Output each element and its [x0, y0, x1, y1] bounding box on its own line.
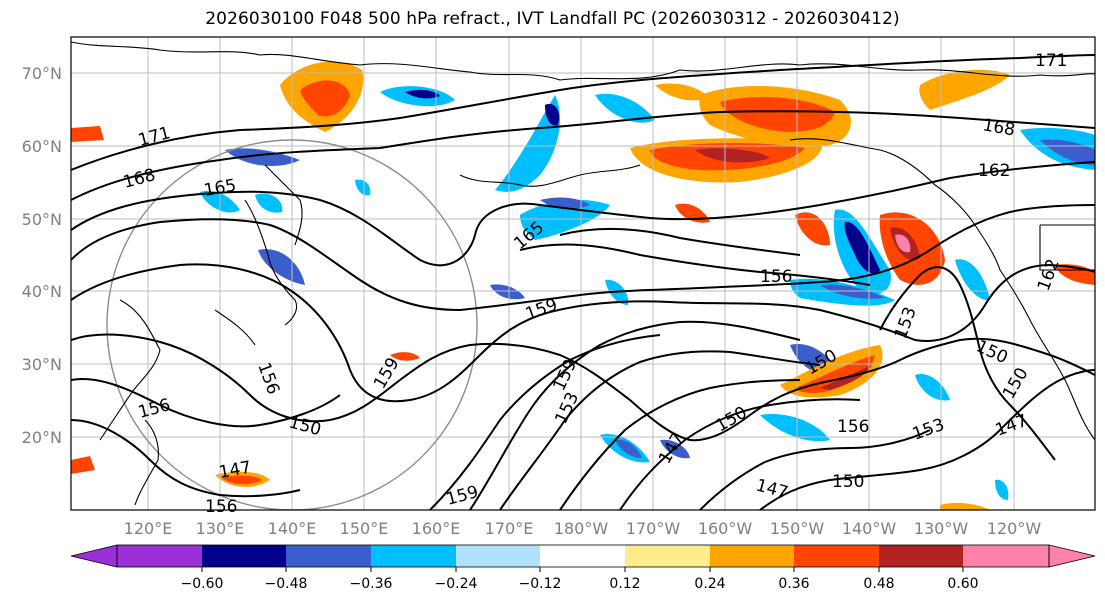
colorbar-segment	[286, 545, 371, 567]
shade-blob	[895, 234, 911, 253]
colorbar-segment	[117, 545, 202, 567]
contour-label: 156	[837, 417, 869, 437]
lon-label: 160°W	[698, 519, 753, 538]
colorbar-tick-label: 0.48	[863, 576, 894, 592]
shade-blob	[695, 148, 770, 163]
shade-blob	[71, 456, 95, 474]
lon-label: 130°W	[914, 519, 969, 538]
shade-blob	[355, 179, 371, 196]
contour-label: 150	[832, 472, 864, 492]
contour-label: 156	[760, 267, 792, 287]
map-frame	[70, 36, 1096, 511]
colorbar-frame	[116, 544, 1050, 568]
colorbar-segment	[456, 545, 540, 567]
graticule	[71, 37, 1095, 510]
lat-label: 20°N	[22, 428, 62, 447]
colorbar-tick-label: −0.48	[265, 576, 308, 592]
colorbar-segment	[879, 545, 963, 567]
colorbar-tick-label: −0.60	[181, 576, 224, 592]
shade-blob	[258, 249, 305, 285]
height-contours	[71, 54, 1095, 510]
lon-label: 140°W	[842, 519, 897, 538]
colorbar-tick-label: 0.12	[609, 576, 640, 592]
shade-blob	[995, 479, 1009, 500]
contour-label: 162	[978, 161, 1010, 181]
colorbar-segment	[540, 545, 625, 567]
shade-blob	[844, 221, 880, 274]
longitude-labels: 120°E 130°E 140°E 150°E 160°E 170°E 180°…	[124, 519, 1042, 538]
shade-blob	[405, 89, 440, 99]
lon-label: 160°E	[412, 519, 461, 538]
colorbar-tick-label: 0.60	[947, 576, 978, 592]
lon-label: 140°E	[268, 519, 317, 538]
shade-blob	[300, 80, 350, 117]
shade-blob	[545, 103, 560, 126]
shade-blob	[495, 95, 560, 192]
shade-blob	[720, 97, 835, 132]
lon-label: 170°W	[626, 519, 681, 538]
colorbar-tick-label: −0.24	[435, 576, 478, 592]
shade-blob	[760, 414, 830, 442]
lon-label: 130°E	[196, 519, 245, 538]
colorbar-segment	[963, 545, 1049, 567]
colorbar-segment	[794, 545, 879, 567]
lon-label: 180°W	[554, 519, 609, 538]
map-title: 2026030100 F048 500 hPa refract., IVT La…	[205, 9, 900, 29]
shade-blob	[955, 259, 990, 301]
lon-label: 120°E	[124, 519, 173, 538]
shade-blob	[71, 126, 104, 142]
landfall-region-circle	[106, 139, 478, 510]
contour-label: 156	[205, 497, 237, 517]
shade-blob	[222, 475, 262, 485]
colorbar-tick-label: −0.36	[350, 576, 393, 592]
shade-blob	[615, 439, 642, 458]
colorbar-segment	[710, 545, 794, 567]
colorbar-extend-left	[70, 544, 118, 568]
shade-blob	[795, 212, 830, 246]
lat-label: 50°N	[22, 210, 62, 229]
lon-label: 170°E	[485, 519, 534, 538]
shade-blob	[595, 93, 655, 123]
lat-label: 30°N	[22, 355, 62, 374]
colorbar-extend-right	[1048, 544, 1096, 568]
contour-label: 171	[1035, 51, 1067, 71]
colorbar-tick-marks	[201, 567, 964, 572]
shade-blob	[225, 148, 300, 166]
coastlines	[71, 41, 1095, 506]
shade-blob	[655, 83, 710, 101]
lon-label: 150°E	[340, 519, 389, 538]
lon-label: 150°W	[770, 519, 825, 538]
colorbar: −0.60 −0.48 −0.36 −0.24 −0.12 0.12 0.24 …	[70, 544, 1096, 592]
colorbar-tick-label: 0.36	[778, 576, 809, 592]
latitude-labels: 70°N 60°N 50°N 40°N 30°N 20°N	[22, 64, 62, 447]
lat-label: 60°N	[22, 137, 62, 156]
colorbar-tick-label: −0.12	[519, 576, 562, 592]
shade-blob	[940, 502, 990, 510]
shade-blob	[490, 284, 525, 300]
shade-blob	[390, 352, 420, 361]
colorbar-segment	[625, 545, 710, 567]
colorbar-tick-label: 0.24	[694, 576, 725, 592]
lon-label: 120°W	[987, 519, 1042, 538]
lat-label: 70°N	[22, 64, 62, 83]
colorbar-segment	[202, 545, 286, 567]
shade-blob	[919, 69, 1010, 110]
colorbar-segment	[371, 545, 456, 567]
lat-label: 40°N	[22, 282, 62, 301]
shade-blob	[255, 193, 283, 213]
